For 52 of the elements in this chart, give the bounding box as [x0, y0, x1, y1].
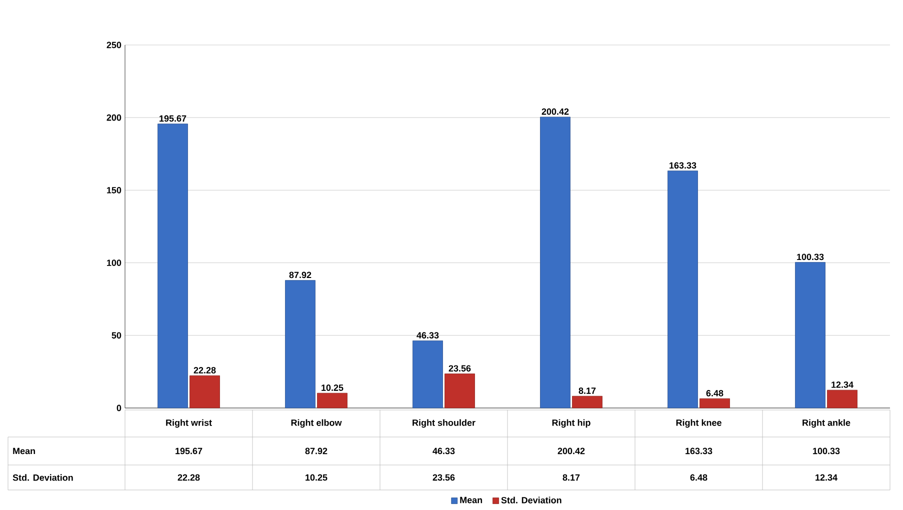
text: 22.28	[194, 367, 216, 374]
data-label: 12.34	[816, 474, 838, 481]
data-label: 46.33	[432, 448, 455, 454]
y-tick-label: 0	[116, 404, 122, 412]
text: 6.48	[706, 390, 724, 396]
data-label: 6.48	[690, 474, 708, 481]
text: 100.33	[797, 254, 824, 260]
x-tick-label: Right elbow	[291, 419, 342, 428]
data-label: 23.56	[432, 474, 455, 481]
bar	[158, 124, 188, 408]
y-tick-label: 250	[106, 42, 122, 48]
x-tick-label: Right wrist	[166, 419, 212, 428]
y-tick-label: 150	[107, 187, 122, 194]
bar	[572, 396, 602, 408]
bar	[827, 390, 858, 408]
bar	[700, 398, 730, 408]
bar	[795, 262, 826, 408]
bar	[317, 392, 348, 408]
legend-label: Std. Deviation	[501, 496, 562, 504]
data-label: 8.17	[562, 474, 580, 481]
text: 12.34	[832, 381, 854, 388]
text: 87.92	[289, 272, 312, 278]
bar	[412, 340, 443, 408]
bar	[668, 170, 698, 408]
data-label: 87.92	[305, 448, 328, 454]
data-label: 200.42	[558, 448, 585, 454]
data-label: 100.33	[813, 448, 840, 454]
data-label: 163.33	[686, 448, 712, 454]
data-label: 195.67	[176, 448, 202, 454]
text: Mean	[13, 448, 35, 454]
text: Std. Deviation	[12, 474, 73, 481]
bar	[444, 374, 475, 408]
bar	[285, 280, 316, 408]
text: 8.17	[578, 388, 596, 394]
x-tick-label: Right ankle	[802, 419, 850, 428]
text: 46.33	[416, 332, 439, 339]
bar	[190, 375, 220, 408]
bar	[540, 116, 570, 408]
text: 163.33	[670, 162, 696, 169]
text: 23.56	[448, 365, 471, 372]
x-tick-label: Right shoulder	[412, 419, 476, 428]
text: 200.42	[542, 108, 569, 115]
data-label: 22.28	[178, 474, 200, 481]
data-label: 10.25	[306, 474, 328, 481]
text: 10.25	[322, 384, 344, 391]
y-tick-label: 50	[112, 332, 122, 339]
text: 195.67	[160, 115, 186, 122]
y-tick-label: 200	[106, 114, 122, 121]
x-tick-label: Right knee	[676, 419, 722, 428]
y-tick-label: 100	[107, 260, 122, 266]
x-tick-label: Right hip	[552, 419, 590, 428]
legend-label: Mean	[460, 496, 482, 504]
